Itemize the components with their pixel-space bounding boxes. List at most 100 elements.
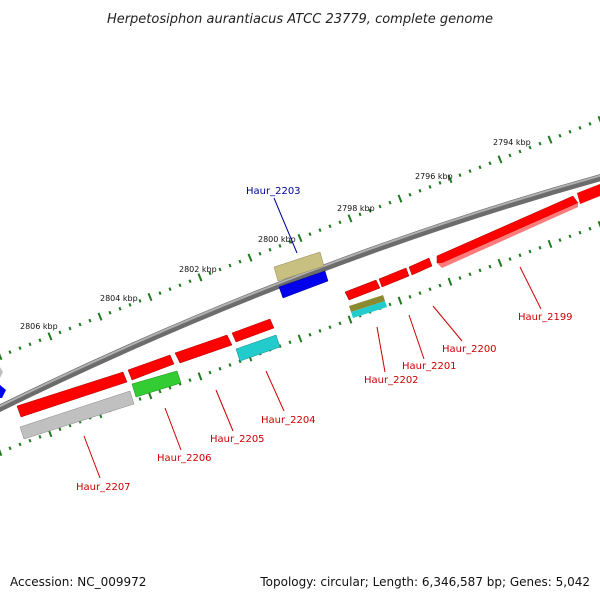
gene-feature[interactable] (349, 295, 385, 312)
minor-tick (228, 363, 232, 367)
gene-feature[interactable] (273, 251, 325, 282)
minor-tick (108, 310, 112, 315)
minor-tick (8, 350, 12, 354)
map-title: Herpetosiphon aurantiacus ATCC 23779, co… (107, 12, 493, 27)
minor-tick (428, 287, 432, 292)
gene-feature[interactable] (378, 267, 410, 288)
gene-feature[interactable] (278, 270, 329, 299)
minor-tick (518, 253, 522, 258)
minor-tick (558, 133, 562, 138)
minor-tick (208, 271, 212, 276)
major-tick (597, 220, 600, 228)
gene-feature[interactable] (235, 334, 281, 362)
gene-feature[interactable] (131, 370, 182, 398)
gene-label[interactable]: Haur_2201 (402, 361, 457, 372)
major-tick (347, 315, 353, 324)
major-tick (147, 292, 153, 302)
gene-feature[interactable] (19, 390, 135, 440)
gene-label[interactable]: Haur_2205 (210, 434, 265, 445)
minor-tick (58, 427, 62, 432)
gene-label[interactable]: Haur_2206 (157, 453, 212, 464)
minor-tick (308, 232, 312, 236)
minor-tick (388, 302, 392, 307)
minor-tick (578, 230, 582, 235)
major-tick (447, 174, 453, 184)
gene-feature (437, 203, 578, 268)
minor-tick (528, 145, 532, 150)
minor-tick (578, 126, 582, 130)
minor-tick (168, 287, 172, 291)
kbp-label: 2800 kbp (258, 235, 296, 244)
gene-label[interactable]: Haur_2200 (442, 344, 497, 355)
gene-feature[interactable] (174, 334, 233, 364)
minor-tick (528, 249, 532, 254)
minor-tick (468, 169, 472, 173)
minor-tick (208, 370, 212, 375)
kbp-label: 2806 kbp (20, 322, 58, 331)
kbp-labels: 2794 kbp 2796 kbp 2798 kbp 2800 kbp 2802… (20, 138, 531, 331)
minor-tick (228, 263, 232, 268)
minor-tick (28, 342, 32, 347)
minor-tick (428, 185, 432, 189)
minor-tick (508, 153, 512, 158)
minor-tick (268, 247, 272, 252)
gene-feature[interactable] (0, 367, 3, 378)
gene-feature[interactable] (16, 371, 128, 418)
minor-tick (458, 276, 462, 280)
minor-tick (18, 346, 22, 350)
gene-label[interactable]: Haur_2202 (364, 375, 419, 386)
minor-tick (418, 291, 422, 295)
gene-label[interactable]: Haur_2199 (518, 312, 573, 323)
major-tick (547, 135, 553, 144)
kbp-label: 2794 kbp (493, 138, 531, 147)
minor-tick (358, 212, 362, 217)
minor-tick (478, 268, 482, 273)
minor-tick (288, 340, 292, 345)
major-tick (547, 239, 553, 249)
minor-tick (118, 306, 122, 311)
minor-tick (408, 295, 412, 299)
minor-tick (378, 204, 382, 209)
gene-label[interactable]: Haur_2203 (246, 186, 301, 197)
minor-tick (538, 141, 542, 146)
minor-tick (138, 299, 142, 303)
minor-tick (128, 303, 132, 307)
minor-tick (18, 442, 22, 447)
minor-tick (438, 283, 442, 288)
gene-feature[interactable] (351, 301, 387, 318)
kbp-label: 2796 kbp (415, 172, 453, 181)
gene-label[interactable]: Haur_2204 (261, 415, 316, 426)
outer-tick-ring (0, 115, 600, 361)
minor-tick (8, 446, 12, 451)
minor-tick (158, 389, 162, 394)
minor-tick (488, 161, 492, 166)
gene-annotations: Haur_2199 Haur_2200 Haur_2201 Haur_2202 … (76, 186, 573, 493)
gene-feature[interactable] (344, 279, 381, 301)
genome-backbone (0, 174, 600, 413)
minor-tick (458, 173, 462, 177)
minor-tick (488, 264, 492, 269)
gene-feature[interactable] (0, 385, 6, 398)
minor-tick (418, 188, 422, 193)
major-tick (97, 312, 103, 321)
gene-feature[interactable] (408, 257, 433, 276)
minor-tick (518, 149, 522, 154)
minor-tick (328, 325, 332, 329)
major-tick (247, 253, 253, 262)
major-tick (397, 296, 403, 305)
minor-tick (328, 224, 332, 229)
gene-feature[interactable] (231, 318, 275, 343)
gene-feature[interactable] (577, 184, 600, 204)
major-tick (397, 194, 403, 203)
gene-label[interactable]: Haur_2207 (76, 482, 131, 493)
minor-tick (178, 283, 182, 288)
minor-tick (158, 291, 162, 295)
gene-feature[interactable] (127, 354, 175, 381)
topology-text: Topology: circular; Length: 6,346,587 bp… (259, 575, 590, 589)
major-tick (297, 334, 303, 343)
minor-tick (408, 192, 412, 197)
minor-tick (308, 332, 312, 337)
minor-tick (218, 267, 222, 272)
minor-tick (318, 329, 322, 333)
kbp-label: 2804 kbp (100, 294, 138, 303)
